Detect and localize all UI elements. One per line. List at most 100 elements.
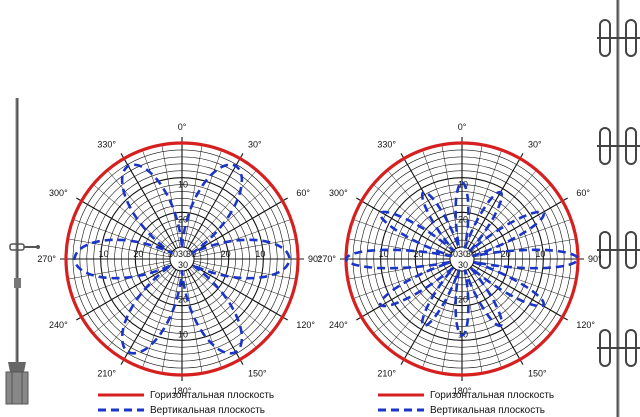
grid-spoke — [193, 219, 292, 256]
angle-tick-label: 0° — [458, 122, 467, 132]
grid-spoke — [463, 270, 483, 374]
series-horizontal-line — [64, 141, 300, 377]
radial-tick-label: 10 — [178, 329, 188, 339]
grid-spoke — [189, 169, 257, 250]
grid-spoke — [465, 270, 502, 369]
radial-tick-label: 30 — [186, 249, 196, 259]
grid-spoke — [387, 268, 455, 349]
angle-tick-label: 90° — [588, 254, 602, 264]
angle-tick-label: 180° — [453, 386, 472, 396]
radial-tick-label: 10 — [535, 249, 545, 259]
radial-tick-label: 20 — [458, 214, 468, 224]
radial-tick-label: 30 — [466, 249, 476, 259]
grid-spoke — [400, 153, 457, 249]
angle-tick-label: 180° — [173, 386, 192, 396]
angle-tick-label: 120° — [296, 320, 315, 330]
radial-tick-label: 30 — [168, 249, 178, 259]
radial-tick-label: 10 — [99, 249, 109, 259]
grid-spoke — [107, 268, 175, 349]
grid-spoke — [120, 269, 177, 365]
dipole-element — [597, 231, 640, 269]
stacked-antenna-illustration — [597, 0, 640, 417]
angle-tick-label: 240° — [49, 320, 68, 330]
radial-tick-label: 30 — [448, 249, 458, 259]
grid-spoke — [467, 269, 524, 365]
angle-tick-label: 210° — [97, 368, 116, 378]
legend-left: Горизонтальная плоскость Вертикальная пл… — [98, 390, 274, 416]
grid-spoke — [72, 262, 171, 299]
grid-spoke — [471, 184, 552, 252]
grid-spoke — [161, 270, 181, 374]
angle-tick-label: 330° — [97, 140, 116, 150]
grid-spoke — [463, 144, 483, 248]
angle-tick-label: 300° — [49, 188, 68, 198]
grid-spoke — [472, 197, 568, 254]
angle-tick-label: 300° — [329, 188, 348, 198]
grid-spoke — [183, 144, 203, 248]
grid-spoke — [356, 264, 452, 321]
radial-tick-label: 10 — [379, 249, 389, 259]
grid-spoke — [92, 184, 173, 252]
radial-tick-label: 20 — [178, 295, 188, 305]
angle-tick-label: 90° — [308, 254, 322, 264]
grid-spoke — [356, 197, 452, 254]
grid-spoke — [185, 149, 222, 248]
angle-tick-label: 270° — [317, 254, 336, 264]
single-antenna-illustration — [5, 98, 40, 405]
grid-spoke — [473, 238, 577, 258]
grid-spoke — [185, 270, 222, 369]
angle-tick-label: 30° — [528, 140, 542, 150]
angle-tick-label: 150° — [528, 368, 547, 378]
legend-vertical-label: Вертикальная плоскость — [430, 405, 545, 416]
radial-tick-label: 30 — [458, 249, 468, 259]
radial-tick-label: 20 — [133, 249, 143, 259]
grid-spoke — [193, 262, 292, 299]
dipole-element — [597, 127, 640, 165]
grid-spoke — [72, 219, 171, 256]
grid-spoke — [189, 268, 257, 349]
grid-spoke — [422, 270, 459, 369]
series-vertical-line — [344, 181, 580, 337]
angle-tick-label: 120° — [576, 320, 595, 330]
angle-tick-label: 60° — [296, 188, 310, 198]
grid-spoke — [191, 266, 272, 334]
grid-spoke — [161, 144, 181, 248]
radial-tick-label: 10 — [255, 249, 265, 259]
grid-spoke — [107, 169, 175, 250]
radial-tick-label: 30 — [178, 260, 188, 270]
dipole-element — [597, 19, 640, 57]
grid-spoke — [76, 264, 172, 321]
radial-tick-label: 20 — [221, 249, 231, 259]
angle-tick-label: 210° — [377, 368, 396, 378]
grid-spoke — [76, 197, 172, 254]
legend-right: Горизонтальная плоскость Вертикальная пл… — [378, 390, 554, 416]
grid-spoke — [467, 153, 524, 249]
grid-spoke — [142, 149, 179, 248]
radial-tick-label: 10 — [178, 180, 188, 190]
angle-tick-label: 330° — [377, 140, 396, 150]
radial-tick-label: 20 — [458, 295, 468, 305]
grid-spoke — [387, 169, 455, 250]
grid-spoke — [142, 270, 179, 369]
grid-spoke — [400, 269, 457, 365]
legend-horizontal-label: Горизонтальная плоскость — [150, 390, 274, 401]
polar-grid — [60, 137, 304, 381]
grid-spoke — [193, 238, 297, 258]
radial-tick-label: 30 — [458, 260, 468, 270]
angle-tick-label: 270° — [37, 254, 56, 264]
grid-spoke — [441, 144, 461, 248]
grid-spoke — [183, 270, 203, 374]
center-circle — [449, 246, 475, 272]
legend-vertical-label: Вертикальная плоскость — [150, 405, 265, 416]
grid-spoke — [472, 264, 568, 321]
grid-spoke — [352, 219, 451, 256]
legend-horizontal-label: Горизонтальная плоскость — [430, 390, 554, 401]
grid-spoke — [187, 153, 244, 249]
angle-tick-label: 150° — [248, 368, 267, 378]
angle-tick-label: 30° — [248, 140, 262, 150]
series-vertical-line — [73, 163, 291, 355]
radial-tick-label: 20 — [501, 249, 511, 259]
